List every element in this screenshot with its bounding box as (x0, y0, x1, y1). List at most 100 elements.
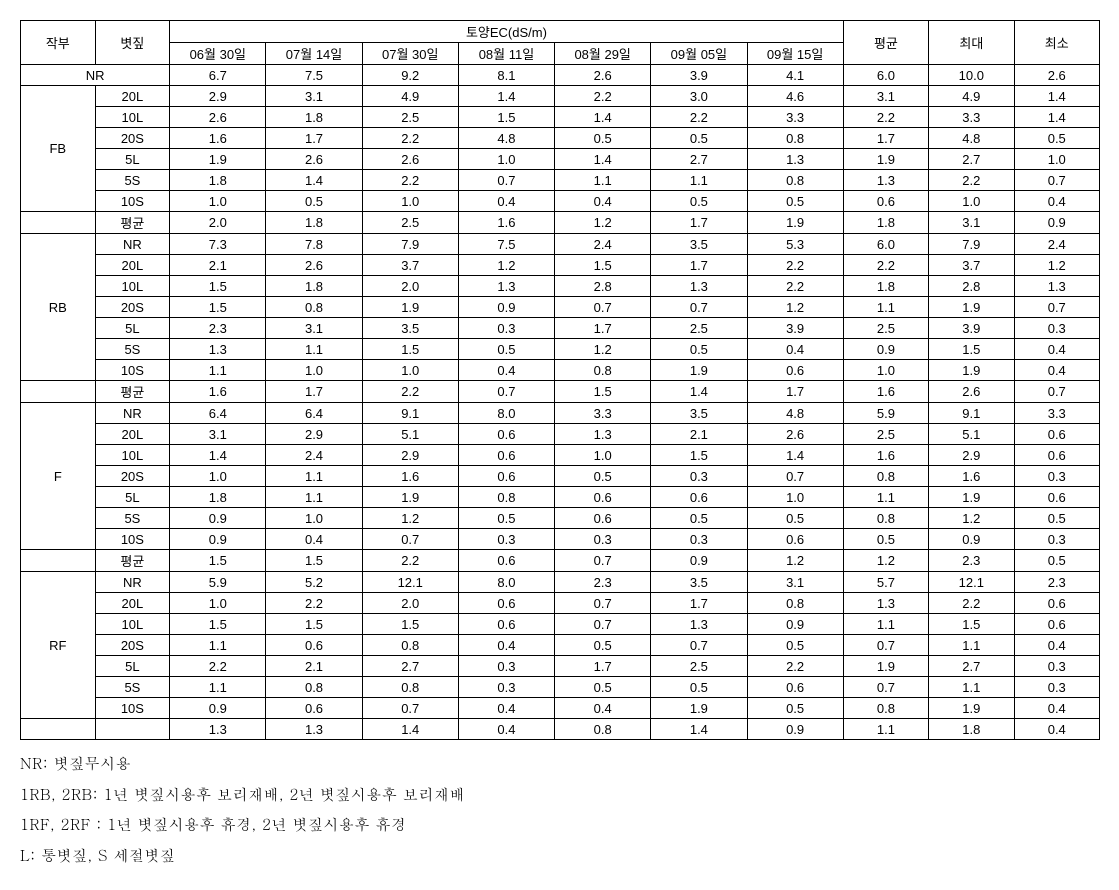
table-cell: 10L (95, 107, 170, 128)
table-cell: 0.4 (1014, 698, 1099, 719)
table-cell: NR (21, 65, 170, 86)
table-cell (21, 550, 96, 572)
table-cell: 0.5 (266, 191, 362, 212)
table-cell: 10.0 (929, 65, 1014, 86)
table-cell: 1.4 (555, 107, 651, 128)
table-cell: 1.8 (170, 487, 266, 508)
table-cell: 7.9 (929, 234, 1014, 255)
table-cell: 1.1 (843, 614, 928, 635)
soil-ec-table: 작부 볏짚 토양EC(dS/m) 평균 최대 최소 06월 30일 07월 14… (20, 20, 1100, 740)
table-cell: 1.1 (266, 487, 362, 508)
table-cell: 10L (95, 276, 170, 297)
table-cell: 1.3 (170, 719, 266, 740)
header-max: 최대 (929, 21, 1014, 65)
table-cell: 0.3 (1014, 677, 1099, 698)
table-cell: 1.1 (843, 487, 928, 508)
table-cell: 1.1 (170, 360, 266, 381)
table-cell: 0.5 (555, 128, 651, 149)
table-cell: 9.2 (362, 65, 458, 86)
table-cell: 6.4 (170, 403, 266, 424)
table-cell: 2.7 (929, 149, 1014, 170)
table-cell: 0.6 (266, 635, 362, 656)
table-row: 10L1.42.42.90.61.01.51.41.62.90.6 (21, 445, 1100, 466)
table-cell: 0.9 (843, 339, 928, 360)
table-cell: 3.1 (266, 86, 362, 107)
table-cell: 2.8 (555, 276, 651, 297)
table-row: 20L2.12.63.71.21.51.72.22.23.71.2 (21, 255, 1100, 276)
table-cell: 1.6 (458, 212, 554, 234)
table-cell: 5.3 (747, 234, 843, 255)
table-row: 20S1.01.11.60.60.50.30.70.81.60.3 (21, 466, 1100, 487)
note-line: 1RF, 2RF : 1년 볏짚시용후 휴경, 2년 볏짚시용후 휴경 (20, 811, 1099, 840)
table-cell: 1.0 (1014, 149, 1099, 170)
table-cell: 10L (95, 445, 170, 466)
table-cell: 평균 (95, 381, 170, 403)
table-cell: 12.1 (929, 572, 1014, 593)
table-cell: 0.5 (651, 339, 747, 360)
table-cell: 0.5 (651, 191, 747, 212)
table-cell: 1.5 (170, 550, 266, 572)
table-cell: 평균 (95, 212, 170, 234)
table-cell: 4.9 (929, 86, 1014, 107)
table-cell: 1.4 (458, 86, 554, 107)
table-cell: 0.5 (458, 339, 554, 360)
table-cell: 4.9 (362, 86, 458, 107)
header-straw: 볏짚 (95, 21, 170, 65)
table-cell: 0.6 (1014, 593, 1099, 614)
table-cell: 평균 (95, 550, 170, 572)
table-row: RBNR7.37.87.97.52.43.55.36.07.92.4 (21, 234, 1100, 255)
table-cell: 3.0 (651, 86, 747, 107)
table-cell: 0.4 (1014, 635, 1099, 656)
table-cell: 1.0 (266, 508, 362, 529)
table-cell: 4.8 (929, 128, 1014, 149)
table-cell: 0.3 (651, 466, 747, 487)
table-cell: 3.5 (362, 318, 458, 339)
table-cell: 0.7 (843, 677, 928, 698)
table-cell: 1.0 (929, 191, 1014, 212)
header-crop: 작부 (21, 21, 96, 65)
table-cell: 0.6 (458, 550, 554, 572)
table-cell: 0.3 (1014, 318, 1099, 339)
table-cell: NR (95, 403, 170, 424)
table-cell: 2.0 (362, 593, 458, 614)
table-row: 1.31.31.40.40.81.40.91.11.80.4 (21, 719, 1100, 740)
table-row: 5S0.91.01.20.50.60.50.50.81.20.5 (21, 508, 1100, 529)
table-cell: 20S (95, 297, 170, 318)
table-cell: 2.2 (362, 128, 458, 149)
table-cell: 3.3 (1014, 403, 1099, 424)
table-cell: 2.4 (555, 234, 651, 255)
table-cell: 20S (95, 466, 170, 487)
table-row: 평균1.61.72.20.71.51.41.71.62.60.7 (21, 381, 1100, 403)
table-cell: 2.5 (843, 318, 928, 339)
table-cell: 0.9 (747, 719, 843, 740)
table-cell: 10S (95, 529, 170, 550)
table-cell: 1.5 (170, 276, 266, 297)
table-cell: 1.1 (266, 339, 362, 360)
table-cell: 0.6 (458, 445, 554, 466)
table-cell: 3.1 (266, 318, 362, 339)
table-row: 5L2.22.12.70.31.72.52.21.92.70.3 (21, 656, 1100, 677)
table-cell: 0.7 (1014, 170, 1099, 191)
table-cell: 2.6 (266, 255, 362, 276)
table-cell: 0.6 (458, 424, 554, 445)
table-cell: 6.0 (843, 65, 928, 86)
table-cell: 7.9 (362, 234, 458, 255)
table-cell: 5.9 (170, 572, 266, 593)
header-date: 09월 15일 (747, 43, 843, 65)
table-cell: 2.1 (651, 424, 747, 445)
table-cell: 4.6 (747, 86, 843, 107)
table-cell: 2.3 (170, 318, 266, 339)
table-cell: 0.7 (555, 614, 651, 635)
table-cell: 2.2 (170, 656, 266, 677)
table-cell: 5.7 (843, 572, 928, 593)
table-cell: 1.8 (266, 276, 362, 297)
table-cell: 0.6 (747, 360, 843, 381)
table-cell: 1.2 (843, 550, 928, 572)
table-cell: 2.6 (555, 65, 651, 86)
table-cell: 5L (95, 318, 170, 339)
table-cell: 2.5 (362, 107, 458, 128)
table-cell: 20L (95, 424, 170, 445)
table-cell: 0.4 (555, 698, 651, 719)
table-row: 10L1.51.51.50.60.71.30.91.11.50.6 (21, 614, 1100, 635)
table-cell: 0.8 (362, 635, 458, 656)
